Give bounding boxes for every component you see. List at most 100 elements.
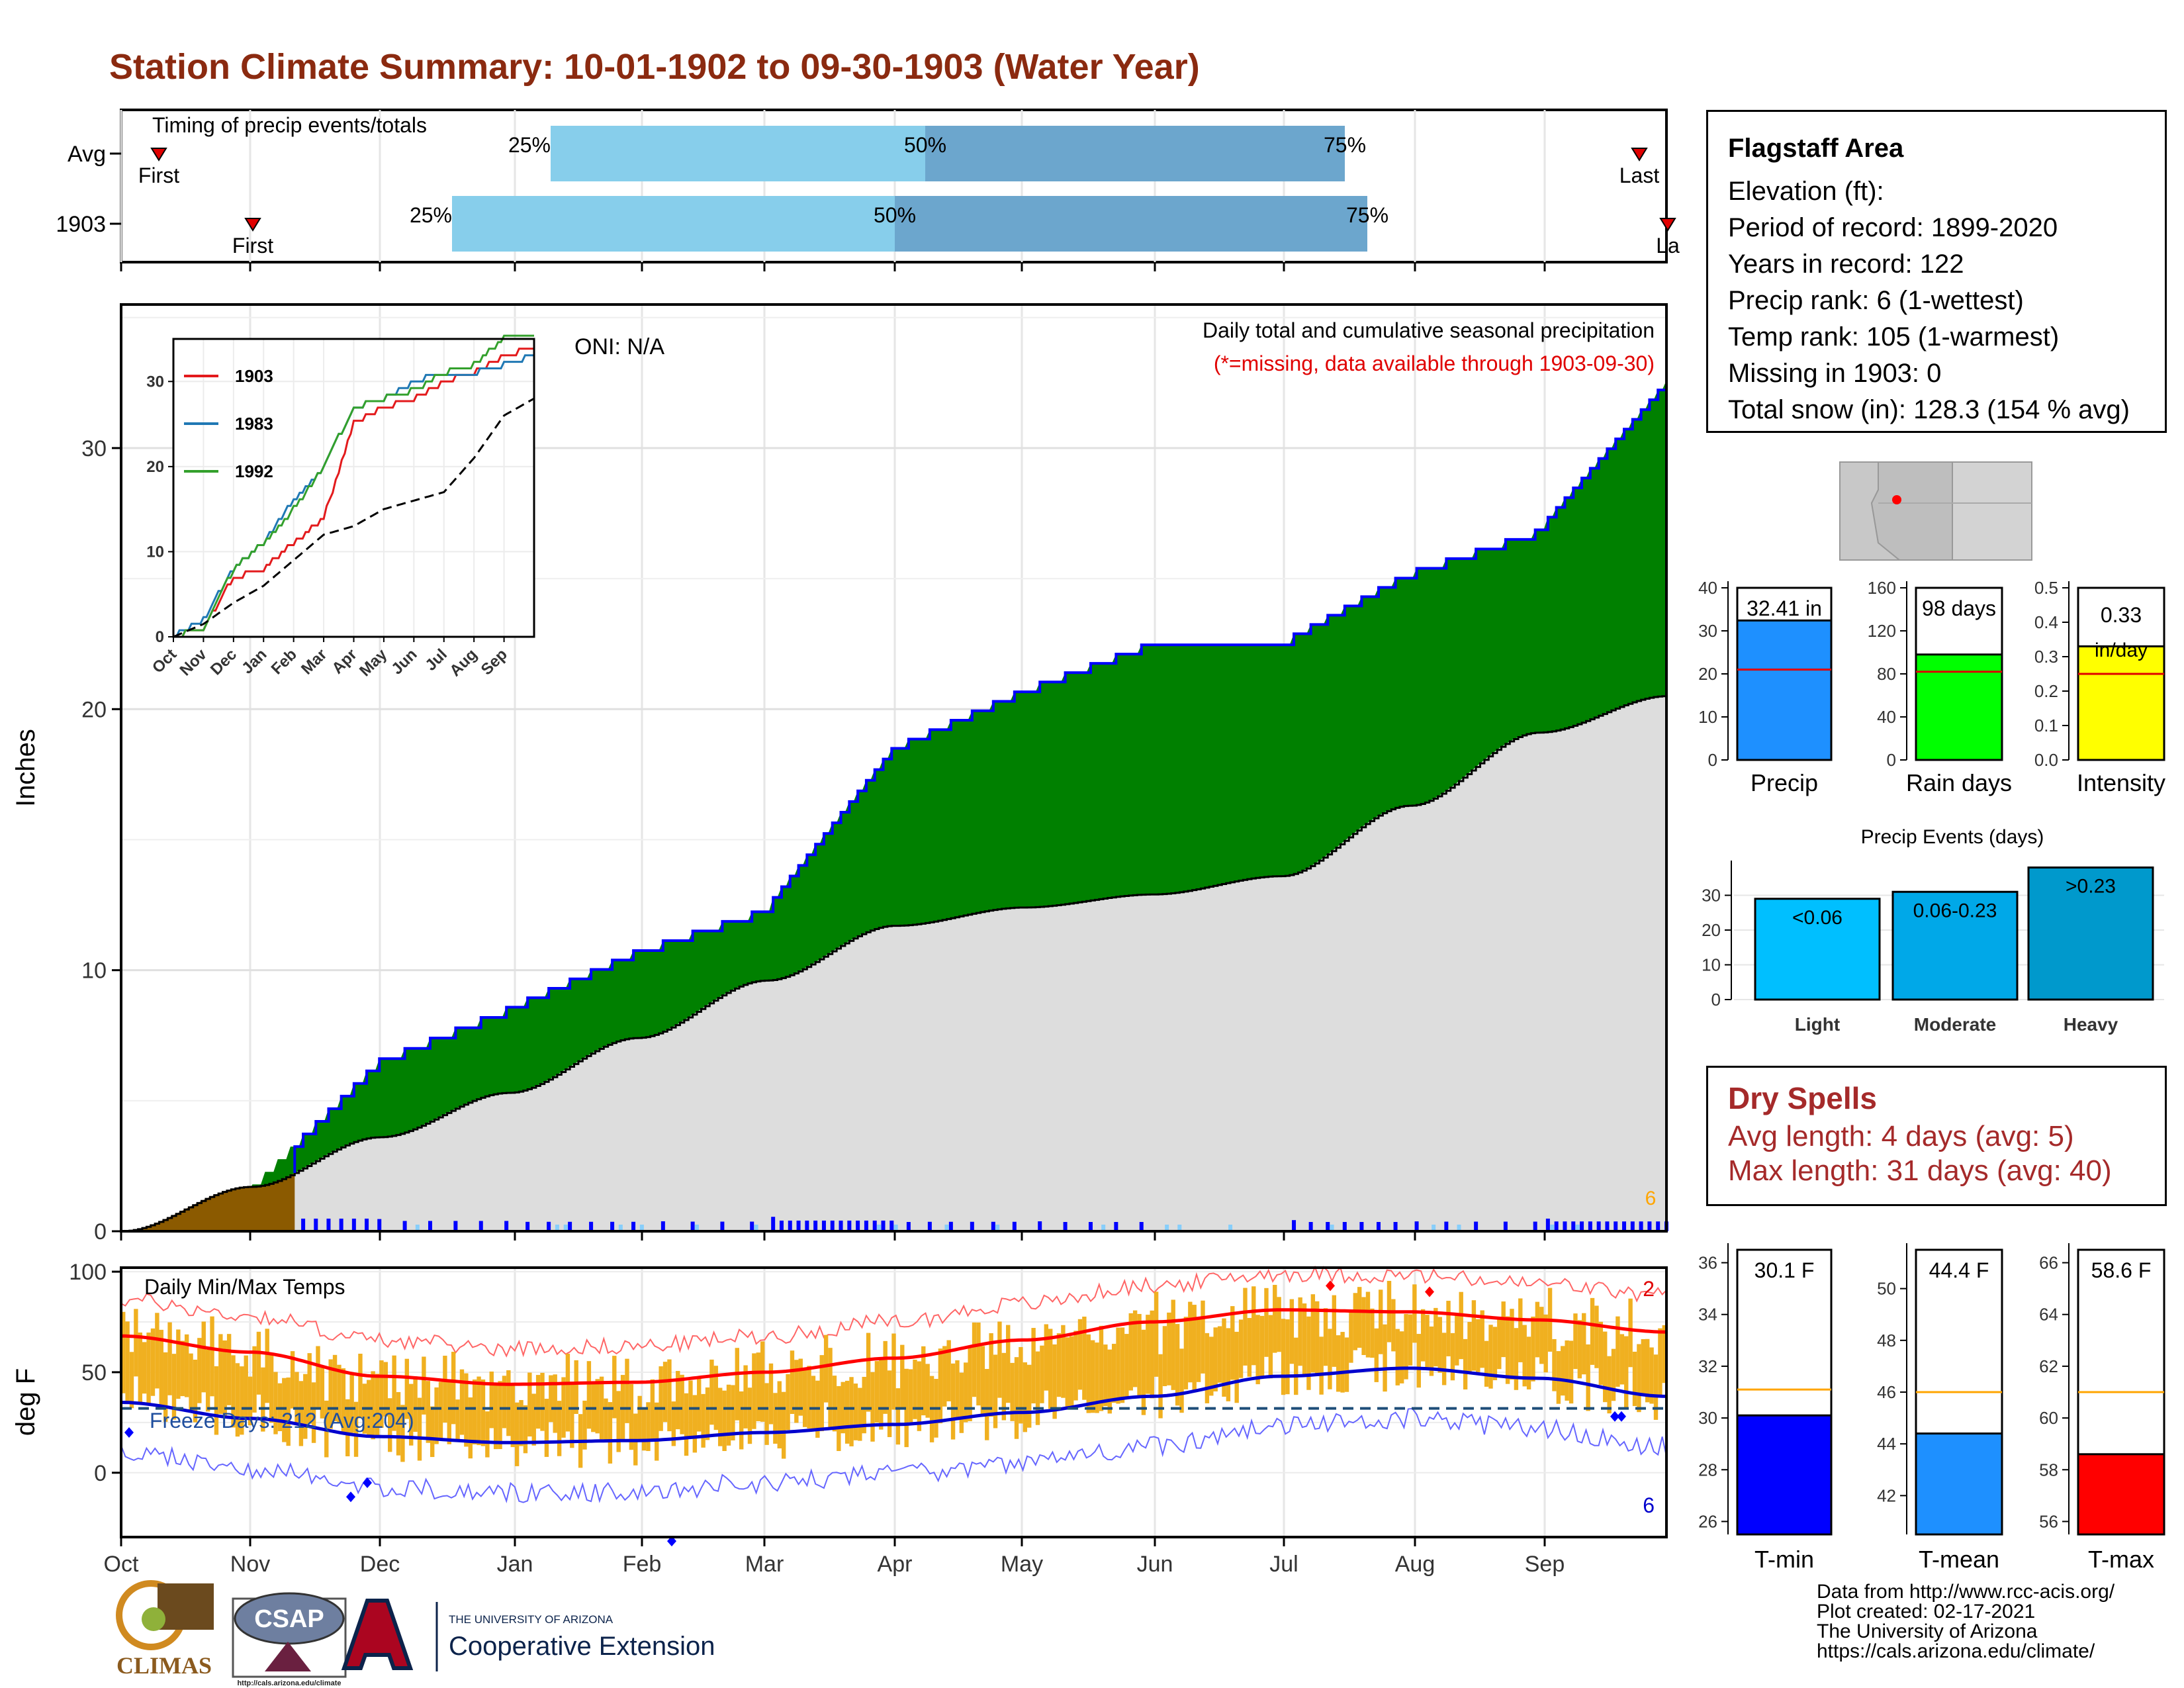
daily-temp-bar (226, 1334, 232, 1405)
intensity-tick-label: 0.2 (2034, 681, 2058, 701)
daily-precip-bar (547, 1221, 551, 1231)
daily-temp-bar (540, 1372, 545, 1431)
daily-temp-bar (794, 1360, 799, 1423)
event-bar-label: Heavy (2064, 1014, 2118, 1035)
event-bar-label: Moderate (1914, 1014, 1996, 1035)
daily-temp-bar (731, 1385, 735, 1440)
daily-temp-bar (1259, 1315, 1265, 1378)
daily-precip-bar (504, 1221, 509, 1231)
rain-days-value: 98 days (1922, 596, 1996, 620)
daily-temp-bar (197, 1338, 202, 1403)
daily-temp-bar (895, 1388, 901, 1445)
daily-temp-bar (1167, 1312, 1171, 1385)
station-location-marker (1892, 495, 1901, 504)
precip-badge: 6 (1645, 1188, 1657, 1209)
trace-precip-bar (1228, 1225, 1233, 1231)
daily-temp-bar (150, 1328, 156, 1396)
daily-temp-bar (659, 1366, 663, 1431)
precip-total-value: 32.41 in (1747, 596, 1822, 620)
daily-temp-bar (1484, 1340, 1489, 1387)
daily-temp-bar (1158, 1354, 1163, 1419)
daily-temp-bar (1446, 1301, 1451, 1356)
daily-temp-bar (1603, 1331, 1608, 1403)
trace-precip-bar (563, 1225, 568, 1231)
daily-temp-bar (781, 1391, 786, 1459)
daily-temp-bar (1264, 1288, 1269, 1357)
daily-temp-bar (972, 1322, 977, 1397)
daily-temp-bar (1061, 1325, 1066, 1398)
trace-precip-bar (1457, 1225, 1461, 1231)
intensity-unit: in/day (2095, 639, 2148, 661)
intensity-tick-label: 0.3 (2034, 647, 2058, 667)
station-info-box: Flagstaff Area Elevation (ft): Period of… (1706, 110, 2167, 433)
event-bar-text: >0.23 (2066, 876, 2116, 898)
daily-temp-bar (1518, 1298, 1523, 1362)
timing-p25: 25% (508, 133, 551, 157)
daily-precip-bar (779, 1220, 784, 1231)
daily-temp-bar (531, 1393, 536, 1446)
daily-temp-bar (1459, 1291, 1463, 1360)
trace-precip-bar (1550, 1225, 1555, 1231)
dry-spells-avg: Avg length: 4 days (avg: 5) (1728, 1120, 2074, 1152)
daily-temp-bar (1196, 1317, 1201, 1382)
daily-temp-bar (422, 1356, 426, 1415)
daily-temp-bar (553, 1374, 557, 1433)
rain-days-tick-label: 120 (1868, 621, 1896, 641)
daily-temp-bar (235, 1363, 240, 1437)
daily-temp-bar (328, 1359, 333, 1429)
timing-panel: Timing of precip events/totals Avg 25% 50% 7… (56, 109, 1680, 271)
rain-days-tick-label: 40 (1877, 707, 1896, 727)
record-high-line (120, 1265, 1667, 1358)
daily-temp-bar (1492, 1327, 1498, 1381)
dry-spells-max: Max length: 31 days (avg: 40) (1728, 1154, 2112, 1187)
temp-min-label: T-min (1754, 1546, 1814, 1573)
daily-temp-bar (828, 1348, 833, 1428)
daily-precip-bar (1580, 1221, 1584, 1231)
daily-precip-bar (377, 1219, 382, 1231)
daily-temp-bar (205, 1349, 210, 1412)
daily-temp-bar (1357, 1287, 1362, 1348)
daily-temp-bar (1027, 1364, 1032, 1428)
daily-temp-bar (722, 1390, 727, 1451)
daily-precip-bar (813, 1220, 818, 1231)
daily-temp-bar (510, 1384, 515, 1448)
daily-temp-bar (383, 1362, 388, 1417)
daily-precip-bar (1038, 1221, 1042, 1231)
daily-temp-bar (1514, 1328, 1519, 1390)
daily-precip-bar (796, 1220, 801, 1231)
daily-temp-bar (756, 1352, 760, 1421)
daily-temp-bar (413, 1376, 418, 1432)
daily-temp-bar (1455, 1314, 1459, 1366)
daily-temp-bar (1048, 1329, 1053, 1409)
daily-temp-bar (883, 1340, 887, 1414)
daily-temp-bar (180, 1340, 185, 1397)
daily-temp-bar (1323, 1308, 1328, 1366)
daily-temp-bar (345, 1399, 350, 1456)
daily-temp-bar (747, 1387, 752, 1444)
daily-temp-bar (1441, 1333, 1447, 1385)
intensity-bar (2077, 645, 2165, 761)
daily-temp-bar (968, 1346, 972, 1421)
daily-precip-bar (568, 1221, 572, 1231)
daily-temp-bar (1006, 1325, 1011, 1403)
freeze-days-label: Freeze Days: 212 (Avg:204) (150, 1409, 414, 1432)
daily-temp-bar (1336, 1335, 1341, 1392)
daily-temp-bar (1238, 1319, 1244, 1378)
daily-precip-bar (365, 1218, 369, 1231)
trace-precip-bar (1165, 1225, 1169, 1231)
daily-temp-bar (544, 1399, 549, 1457)
daily-temp-bar (1289, 1299, 1295, 1364)
daily-temp-bar (1582, 1313, 1586, 1375)
temp-max-tick-label: 66 (2039, 1253, 2058, 1273)
daily-precip-bar (830, 1220, 835, 1231)
daily-precip-bar (1342, 1221, 1347, 1231)
trace-precip-bar (995, 1225, 1000, 1231)
first-marker (150, 148, 167, 162)
precip-total-bar (1736, 619, 1833, 761)
daily-temp-bar (1001, 1352, 1007, 1421)
rain-days-tick-label: 160 (1868, 578, 1896, 598)
daily-temp-bar (655, 1402, 659, 1461)
daily-temp-bar (125, 1321, 130, 1401)
daily-precip-bar (1656, 1221, 1661, 1231)
daily-temp-bar (400, 1405, 405, 1462)
